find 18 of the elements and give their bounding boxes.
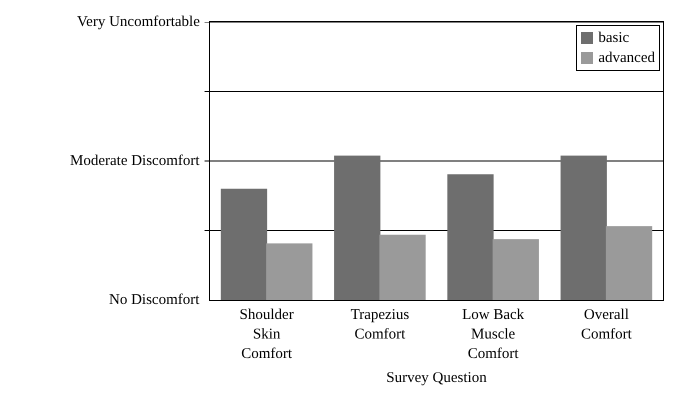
bar — [606, 226, 652, 300]
legend-label: basic — [598, 29, 630, 48]
bar — [560, 156, 607, 300]
bar — [334, 156, 380, 300]
text: No Discomfort — [109, 292, 200, 308]
x-tick-label: Overall Comfort — [580, 307, 633, 342]
bar — [266, 243, 312, 300]
x-axis-title: Survey Question — [386, 370, 488, 386]
ref-line-label: Moderate Discomfort — [70, 153, 200, 169]
x-tick-label: Low Back Muscle Comfort — [462, 307, 525, 362]
x-tick-label: Trapezius Comfort — [350, 307, 410, 342]
legend-label: advanced — [598, 49, 655, 68]
bar — [492, 239, 539, 300]
bar — [379, 234, 426, 300]
bar — [220, 188, 268, 300]
x-tick-label: Shoulder Skin Comfort — [240, 307, 294, 362]
ref-line-label: Very Uncomfortable — [77, 14, 200, 30]
bar — [447, 174, 494, 300]
